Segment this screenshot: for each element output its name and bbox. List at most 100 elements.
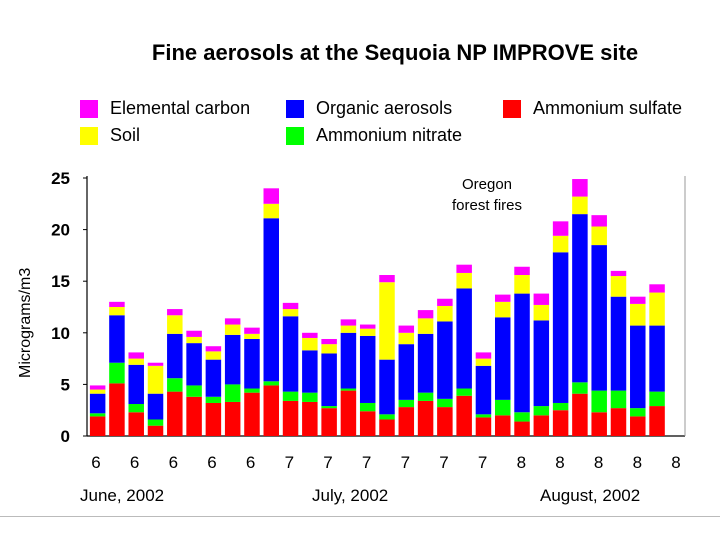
y-tick-label: 10 xyxy=(51,324,70,343)
bar-segment-ammonium-nitrate xyxy=(591,390,607,413)
bar-segment-elemental-carbon xyxy=(109,301,125,307)
x-tick-label: 7 xyxy=(362,453,371,472)
bar-segment-elemental-carbon xyxy=(186,330,202,337)
x-tick-label: 7 xyxy=(323,453,332,472)
x-tick-label: 6 xyxy=(169,453,178,472)
bar-segment-ammonium-nitrate xyxy=(456,388,472,396)
x-tick-label: 7 xyxy=(285,453,294,472)
bar-segment-organic-aerosols xyxy=(398,344,415,400)
x-tick-label: 6 xyxy=(246,453,255,472)
bar-segment-organic-aerosols xyxy=(205,359,222,397)
bar-segment-soil xyxy=(494,301,511,318)
bar-segment-elemental-carbon xyxy=(456,264,472,273)
bar-segment-ammonium-sulfate xyxy=(552,410,569,436)
bar-segment-organic-aerosols xyxy=(244,338,260,389)
bar-segment-soil xyxy=(167,315,183,334)
bar-segment-elemental-carbon xyxy=(89,385,106,390)
bar-segment-soil xyxy=(282,309,299,317)
bar-segment-ammonium-sulfate xyxy=(533,415,550,436)
bar-segment-ammonium-nitrate xyxy=(282,391,299,401)
bar-segment-soil xyxy=(475,358,492,366)
bar-segment-organic-aerosols xyxy=(340,332,357,389)
bar-segment-soil xyxy=(147,365,164,394)
bar-segment-elemental-carbon xyxy=(475,352,492,359)
bar-segment-elemental-carbon xyxy=(282,302,299,310)
bar-segment-organic-aerosols xyxy=(630,325,646,409)
bar-segment-ammonium-nitrate xyxy=(263,381,280,386)
legend-label-ammonium-sulfate: Ammonium sulfate xyxy=(533,98,683,118)
bottom-divider xyxy=(0,516,720,517)
annotation-line-2: forest fires xyxy=(451,197,523,214)
bar-segment-ammonium-nitrate xyxy=(437,398,453,408)
x-tick-label: 8 xyxy=(517,453,526,472)
bar-segment-soil xyxy=(302,337,318,351)
bar-segment-elemental-carbon xyxy=(514,266,530,276)
bar-segment-organic-aerosols xyxy=(89,393,106,414)
bar-segment-soil xyxy=(533,304,550,321)
legend-label-ammonium-nitrate: Ammonium nitrate xyxy=(316,125,463,145)
bar-segment-ammonium-sulfate xyxy=(359,411,376,436)
bar-segment-ammonium-sulfate xyxy=(186,396,202,436)
bar-segment-ammonium-sulfate xyxy=(610,408,627,436)
bar-segment-ammonium-nitrate xyxy=(244,388,260,393)
bar-segment-soil xyxy=(244,333,260,339)
legend: Elemental carbon Organic aerosols Ammoni… xyxy=(0,0,720,150)
bar-segment-soil xyxy=(109,307,125,316)
bar-segment-ammonium-sulfate xyxy=(109,383,125,436)
bar-segment-soil xyxy=(456,272,472,289)
bar-segment-soil xyxy=(205,351,222,360)
bar-segment-elemental-carbon xyxy=(167,309,183,316)
bar-segment-organic-aerosols xyxy=(282,316,299,392)
x-tick-label: 8 xyxy=(594,453,603,472)
bar-segment-ammonium-sulfate xyxy=(456,395,472,436)
y-tick-label: 25 xyxy=(51,169,70,188)
bar-segment-ammonium-sulfate xyxy=(340,390,357,436)
bar-segment-organic-aerosols xyxy=(649,325,665,392)
legend-label-organic-aerosols: Organic aerosols xyxy=(316,98,453,118)
bar-segment-ammonium-sulfate xyxy=(321,408,337,436)
x-tick-label: 6 xyxy=(207,453,216,472)
x-tick-label: 8 xyxy=(671,453,680,472)
legend-swatch-elemental-carbon xyxy=(80,99,98,118)
bar-segment-ammonium-sulfate xyxy=(128,412,144,436)
bar-segment-ammonium-nitrate xyxy=(379,414,395,420)
bar-segment-elemental-carbon xyxy=(494,294,511,302)
bar-segment-ammonium-nitrate xyxy=(630,408,646,417)
bar-segment-ammonium-sulfate xyxy=(147,425,164,436)
bar-segment-ammonium-nitrate xyxy=(514,412,530,422)
bar-segment-soil xyxy=(263,203,280,219)
bar-segment-soil xyxy=(417,318,434,334)
bar-segment-ammonium-nitrate xyxy=(533,406,550,416)
bar-segment-ammonium-nitrate xyxy=(224,384,241,402)
bar-segment-elemental-carbon xyxy=(263,188,280,204)
bar-segment-organic-aerosols xyxy=(302,350,318,393)
bar-segment-ammonium-nitrate xyxy=(147,419,164,426)
x-tick-label: 8 xyxy=(555,453,564,472)
bar-segment-ammonium-sulfate xyxy=(244,392,260,436)
bar-segment-organic-aerosols xyxy=(514,293,530,413)
bar-segment-soil xyxy=(610,276,627,297)
bar-segment-elemental-carbon xyxy=(417,310,434,319)
bar-segment-organic-aerosols xyxy=(167,333,183,379)
bar-segment-elemental-carbon xyxy=(591,215,607,227)
bar-segment-soil xyxy=(398,332,415,345)
bar-segment-elemental-carbon xyxy=(552,221,569,236)
bar-segment-ammonium-nitrate xyxy=(186,385,202,397)
bar-segment-organic-aerosols xyxy=(359,335,376,403)
bar-segment-ammonium-sulfate xyxy=(398,407,415,436)
legend-item-elemental-carbon: Elemental carbon xyxy=(80,98,250,119)
bar-segment-ammonium-nitrate xyxy=(340,388,357,391)
bar-segment-ammonium-nitrate xyxy=(417,392,434,401)
bar-segment-elemental-carbon xyxy=(128,352,144,359)
bar-segment-ammonium-sulfate xyxy=(224,401,241,436)
bar-segment-organic-aerosols xyxy=(224,334,241,385)
bar-segment-ammonium-nitrate xyxy=(475,414,492,418)
bar-segment-elemental-carbon xyxy=(610,270,627,277)
month-label-july: July, 2002 xyxy=(312,486,389,505)
bar-segment-elemental-carbon xyxy=(147,362,164,366)
bar-segment-ammonium-nitrate xyxy=(649,391,665,407)
bar-segment-soil xyxy=(186,336,202,344)
bar-segment-soil xyxy=(128,358,144,365)
bar-segment-soil xyxy=(321,344,337,354)
bar-segment-elemental-carbon xyxy=(244,327,260,334)
